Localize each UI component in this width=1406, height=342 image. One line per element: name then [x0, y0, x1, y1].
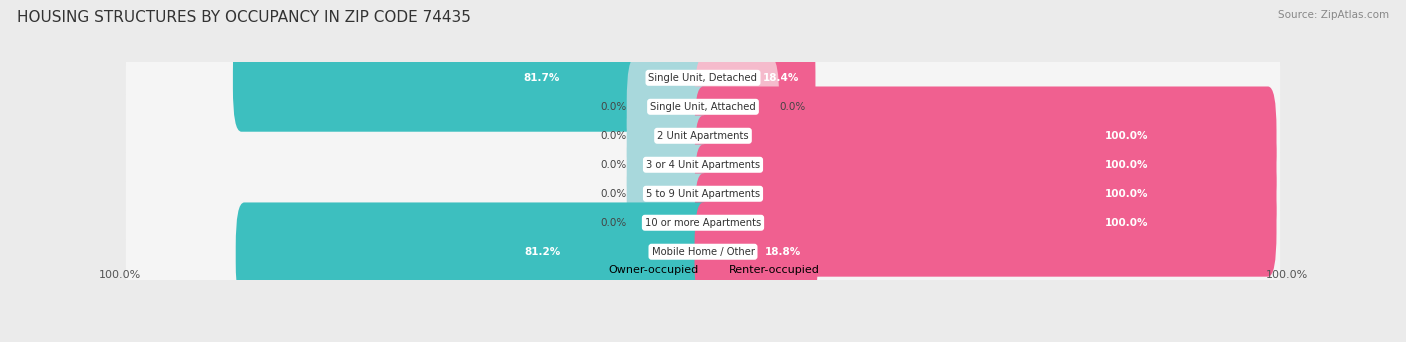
Text: 5 to 9 Unit Apartments: 5 to 9 Unit Apartments [645, 189, 761, 199]
Text: 100.0%: 100.0% [98, 269, 141, 280]
FancyBboxPatch shape [695, 116, 1277, 219]
FancyBboxPatch shape [125, 43, 1281, 175]
Text: 2 Unit Apartments: 2 Unit Apartments [657, 131, 749, 141]
Text: 0.0%: 0.0% [600, 189, 627, 199]
FancyBboxPatch shape [695, 57, 779, 161]
Text: Single Unit, Attached: Single Unit, Attached [650, 102, 756, 112]
Text: 3 or 4 Unit Apartments: 3 or 4 Unit Apartments [645, 160, 761, 170]
Text: 0.0%: 0.0% [600, 218, 627, 228]
Text: 100.0%: 100.0% [1105, 131, 1149, 141]
Text: Single Unit, Detached: Single Unit, Detached [648, 73, 758, 83]
Text: 0.0%: 0.0% [600, 102, 627, 112]
Text: Mobile Home / Other: Mobile Home / Other [651, 247, 755, 257]
Text: HOUSING STRUCTURES BY OCCUPANCY IN ZIP CODE 74435: HOUSING STRUCTURES BY OCCUPANCY IN ZIP C… [17, 10, 471, 25]
Text: 100.0%: 100.0% [1105, 189, 1149, 199]
FancyBboxPatch shape [233, 28, 711, 132]
Text: 10 or more Apartments: 10 or more Apartments [645, 218, 761, 228]
Text: 0.0%: 0.0% [779, 102, 806, 112]
FancyBboxPatch shape [125, 159, 1281, 291]
Text: 18.8%: 18.8% [765, 247, 801, 257]
FancyBboxPatch shape [695, 202, 818, 306]
FancyBboxPatch shape [236, 202, 711, 306]
Text: 81.2%: 81.2% [524, 247, 561, 257]
FancyBboxPatch shape [125, 130, 1281, 262]
Text: 100.0%: 100.0% [1265, 269, 1308, 280]
FancyBboxPatch shape [125, 101, 1281, 233]
FancyBboxPatch shape [627, 57, 711, 161]
FancyBboxPatch shape [695, 144, 1277, 248]
Text: 18.4%: 18.4% [763, 73, 799, 83]
Text: 0.0%: 0.0% [600, 131, 627, 141]
FancyBboxPatch shape [125, 72, 1281, 204]
FancyBboxPatch shape [627, 116, 711, 219]
Legend: Owner-occupied, Renter-occupied: Owner-occupied, Renter-occupied [581, 260, 825, 279]
FancyBboxPatch shape [125, 188, 1281, 320]
FancyBboxPatch shape [627, 173, 711, 277]
FancyBboxPatch shape [695, 173, 1277, 277]
FancyBboxPatch shape [695, 28, 815, 132]
FancyBboxPatch shape [627, 87, 711, 190]
Text: 100.0%: 100.0% [1105, 218, 1149, 228]
FancyBboxPatch shape [627, 144, 711, 248]
Text: 100.0%: 100.0% [1105, 160, 1149, 170]
FancyBboxPatch shape [695, 87, 1277, 190]
Text: 81.7%: 81.7% [523, 73, 560, 83]
Text: Source: ZipAtlas.com: Source: ZipAtlas.com [1278, 10, 1389, 20]
Text: 0.0%: 0.0% [600, 160, 627, 170]
FancyBboxPatch shape [125, 14, 1281, 146]
